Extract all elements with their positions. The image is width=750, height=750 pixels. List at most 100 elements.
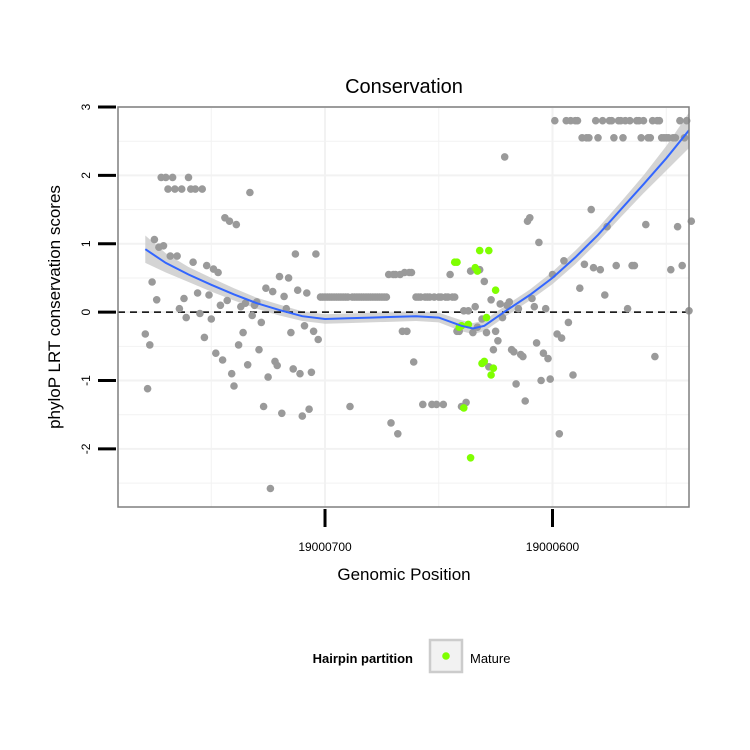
point-other (639, 116, 648, 125)
point-other (469, 328, 477, 337)
point-other (152, 296, 161, 304)
point-other (544, 354, 552, 363)
point-other (612, 261, 620, 270)
y-axis-label: phyloP LRT conservation scores (45, 185, 64, 429)
point-other (587, 205, 595, 214)
point-other (576, 284, 584, 293)
point-other (246, 188, 254, 197)
point-other (630, 261, 639, 270)
point-other (637, 134, 645, 142)
y-tick-label: 3 (79, 103, 93, 110)
point-other (175, 304, 184, 313)
smooth-fit-group (144, 129, 690, 330)
point-other (569, 371, 577, 379)
point-other (551, 116, 559, 125)
x-tick-label: 19000700 (298, 540, 352, 554)
point-other (266, 484, 275, 493)
point-other (601, 291, 609, 299)
point-other (293, 286, 302, 295)
point-other (264, 373, 272, 381)
point-other (580, 260, 589, 269)
point-mature (491, 286, 500, 295)
point-other (303, 289, 311, 297)
point-other (177, 185, 186, 193)
point-other (191, 185, 200, 193)
point-other (619, 134, 627, 142)
point-other (232, 220, 241, 229)
point-mature (453, 258, 461, 267)
point-other (248, 311, 256, 320)
point-other (505, 298, 514, 306)
point-other (164, 185, 172, 193)
point-other (314, 335, 323, 344)
point-other (289, 365, 298, 373)
point-other (403, 327, 411, 336)
point-other (387, 419, 395, 427)
point-other (603, 222, 611, 231)
point-other (655, 116, 664, 125)
legend: Hairpin partition Mature (313, 638, 510, 674)
point-other (564, 318, 573, 327)
point-other (394, 430, 402, 438)
point-other (193, 289, 202, 297)
point-other (168, 173, 177, 182)
point-other (407, 268, 416, 277)
point-other (280, 292, 288, 301)
point-other (432, 400, 441, 409)
panel-border (117, 106, 690, 508)
point-other (143, 384, 152, 393)
point-mature (475, 246, 484, 255)
point-other (284, 274, 293, 282)
point-other (598, 116, 607, 125)
point-mature (487, 371, 495, 379)
point-mature (473, 267, 482, 275)
point-other (667, 265, 675, 274)
point-other (530, 302, 539, 311)
point-other (409, 358, 418, 366)
point-other (189, 258, 197, 267)
point-other (298, 412, 307, 420)
point-other (623, 304, 632, 313)
point-other (585, 134, 593, 142)
point-other (500, 153, 509, 161)
point-other (241, 299, 250, 308)
point-other (346, 402, 354, 411)
point-other (610, 134, 618, 142)
panel-background (118, 107, 689, 507)
point-other (146, 341, 154, 349)
point-other (482, 328, 491, 337)
point-other (589, 263, 598, 272)
point-other (159, 242, 168, 250)
y-tick-label: 0 (79, 308, 93, 315)
point-other (198, 185, 206, 193)
point-other (537, 376, 545, 385)
point-other (487, 296, 495, 304)
point-other (573, 116, 582, 125)
y-tick-label: 1 (79, 240, 93, 247)
point-other (528, 294, 536, 303)
point-mature (480, 357, 489, 366)
point-other (539, 349, 548, 358)
point-other (673, 222, 682, 231)
point-other (642, 220, 650, 229)
point-other (519, 352, 527, 361)
point-other (184, 173, 193, 182)
point-other (594, 134, 602, 142)
point-other (259, 402, 268, 411)
point-other (171, 185, 179, 193)
point-other (446, 270, 454, 279)
point-other (239, 328, 247, 337)
point-other (275, 272, 284, 281)
point-mature (485, 246, 493, 255)
point-other (216, 301, 225, 310)
point-other (200, 333, 209, 342)
point-other (514, 304, 523, 313)
x-tick-label: 19000600 (526, 540, 580, 554)
chart-title: Conservation (345, 76, 463, 98)
point-other (257, 318, 266, 327)
point-other (307, 368, 316, 377)
point-other (607, 116, 616, 125)
point-other (207, 315, 216, 323)
point-other (166, 252, 175, 260)
point-other (560, 257, 568, 265)
